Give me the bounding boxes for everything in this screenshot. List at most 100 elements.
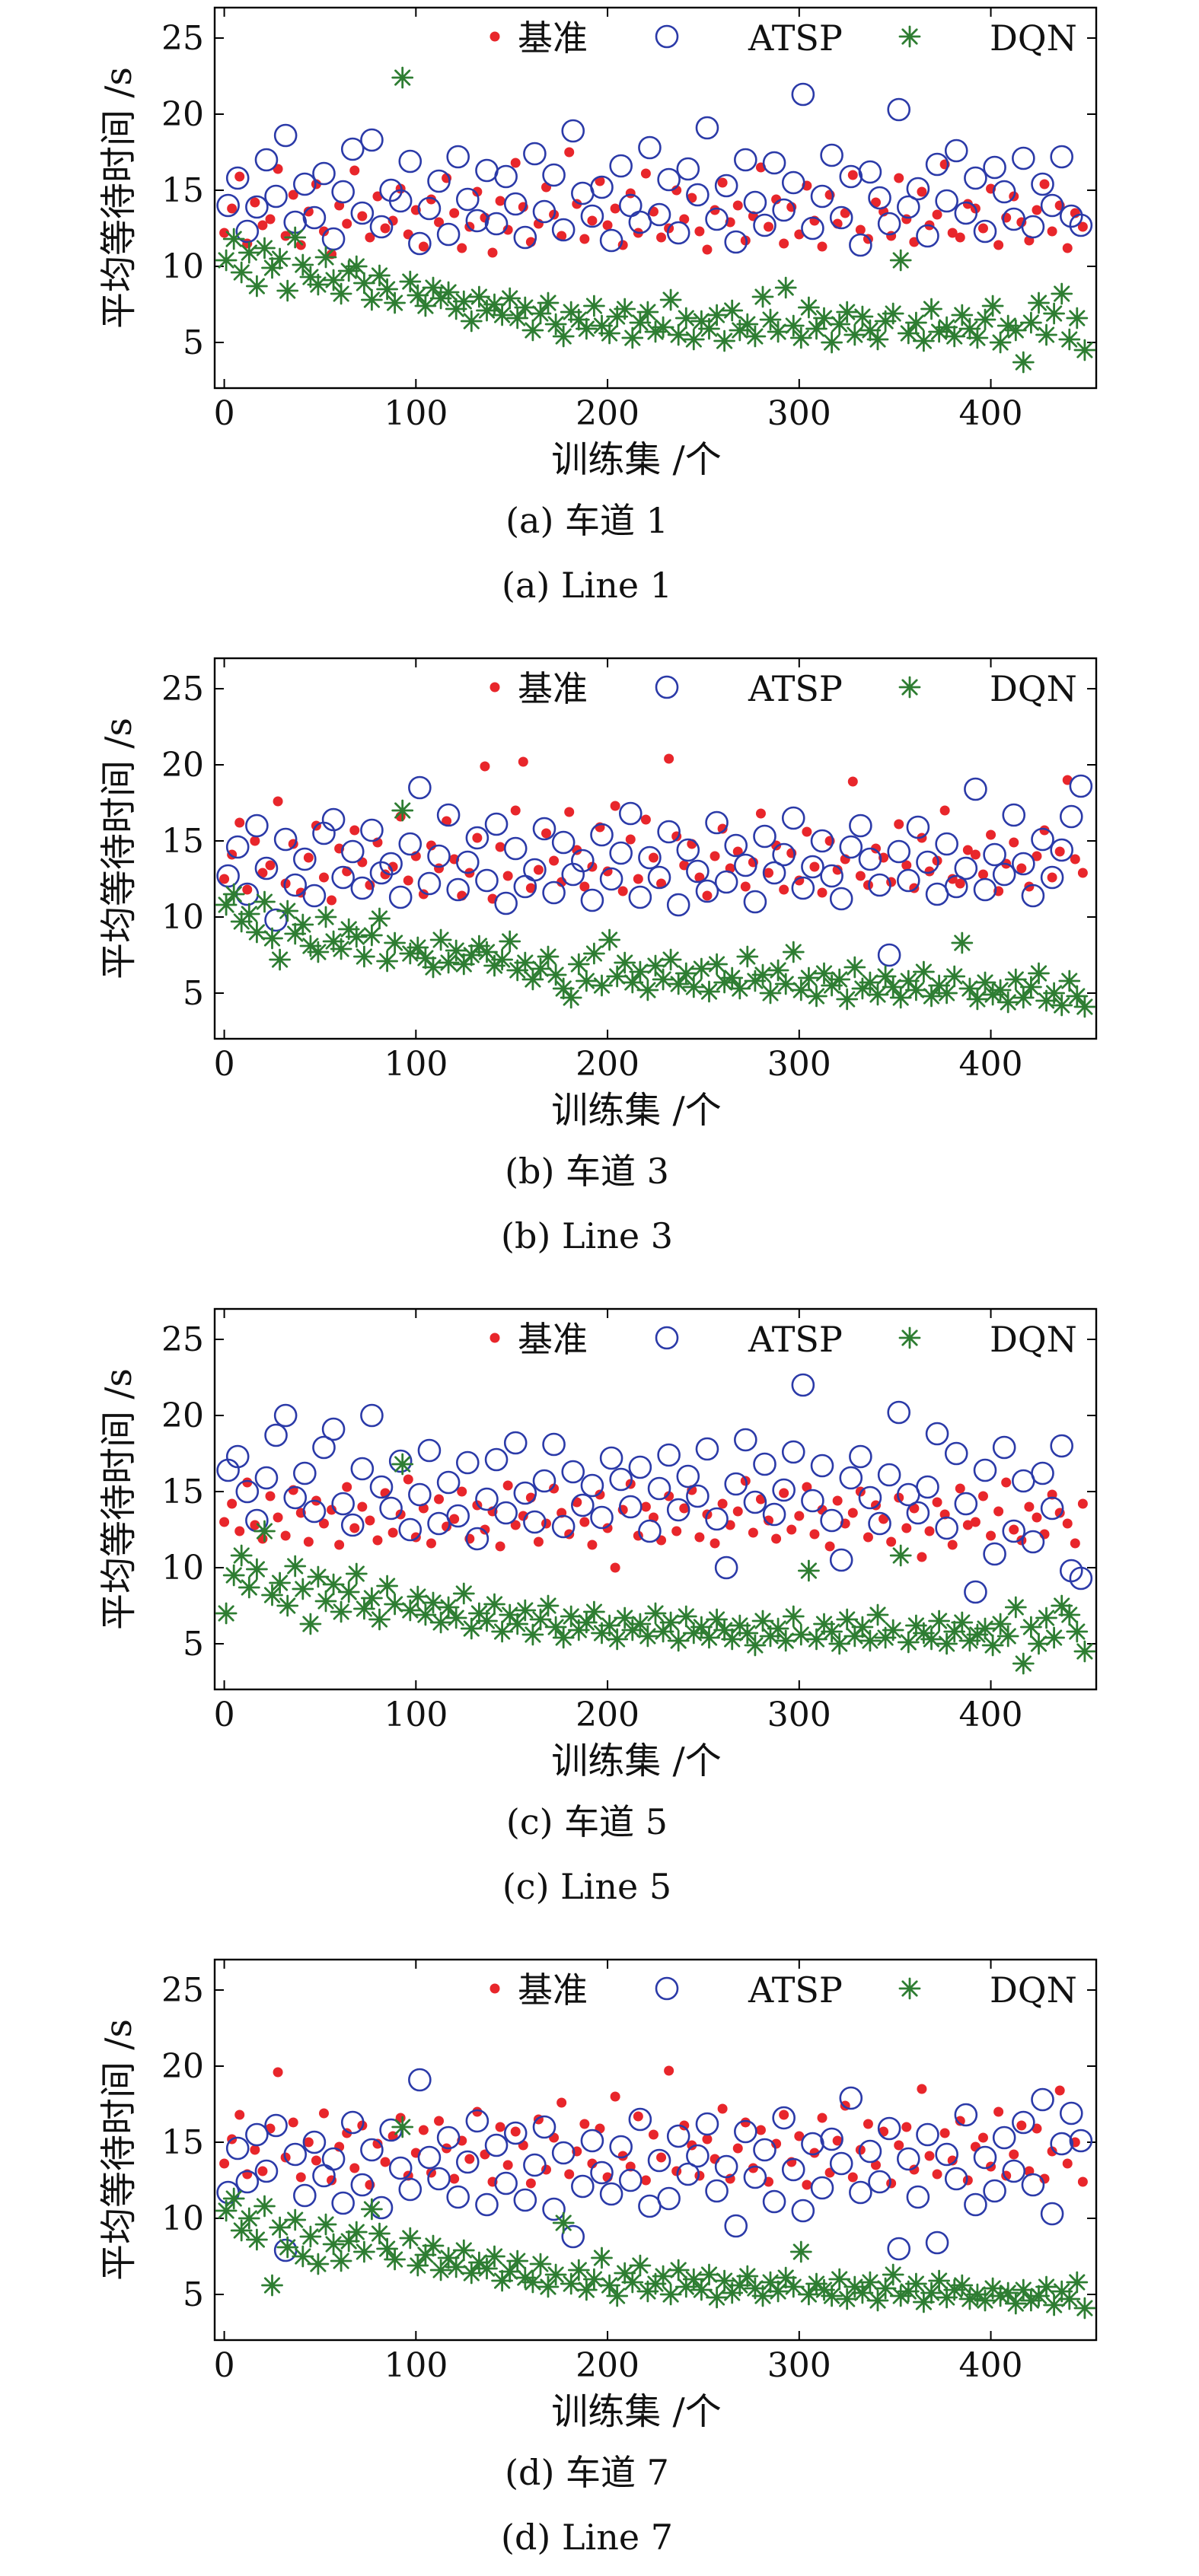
point-star — [261, 927, 283, 950]
series-dot — [219, 1474, 1088, 1573]
point-circle — [705, 1507, 729, 1531]
point-dot — [510, 1520, 521, 1530]
point-circle — [225, 166, 250, 190]
point-star — [882, 302, 904, 325]
point-dot — [847, 170, 858, 180]
point-star — [706, 1608, 728, 1631]
y-tick-label: 10 — [161, 1549, 204, 1587]
point-star — [598, 322, 620, 345]
point-circle — [350, 1457, 375, 1481]
point-circle — [734, 2119, 757, 2144]
point-star — [254, 890, 276, 913]
point-circle — [455, 2150, 480, 2174]
point-star — [353, 272, 375, 295]
point-circle — [762, 151, 786, 175]
point-dot — [871, 197, 881, 208]
point-circle — [829, 887, 853, 911]
point-star — [674, 962, 697, 985]
point-star — [621, 2271, 644, 2294]
point-star — [1066, 307, 1089, 330]
point-dot — [817, 241, 828, 252]
point-circle — [868, 873, 891, 897]
point-star — [698, 980, 720, 1003]
point-dot — [955, 2116, 965, 2126]
point-star — [552, 325, 575, 348]
point-circle — [820, 864, 843, 888]
point-dot — [349, 165, 360, 176]
point-dot — [879, 1514, 889, 1524]
point-star — [836, 988, 859, 1011]
point-star — [215, 2199, 238, 2222]
caption-en: (d) Line 7 — [501, 2517, 673, 2558]
point-circle — [1021, 884, 1045, 908]
point-star — [567, 953, 590, 976]
point-dot — [502, 1480, 513, 1491]
point-circle — [542, 2197, 566, 2221]
point-star — [269, 948, 291, 971]
point-circle — [676, 1464, 700, 1489]
point-star — [537, 945, 560, 968]
point-star — [897, 322, 920, 345]
point-dot — [710, 1538, 720, 1549]
point-circle — [686, 183, 710, 207]
point-dot — [993, 1506, 1004, 1517]
point-dot — [694, 872, 705, 883]
point-dot — [955, 1483, 965, 1494]
point-circle — [599, 867, 623, 891]
point-circle — [484, 1447, 509, 1472]
point-dot — [702, 244, 713, 255]
x-tick-label: 400 — [959, 1045, 1023, 1084]
point-star — [989, 979, 1012, 1001]
point-star — [269, 2216, 291, 2239]
x-tick-label: 0 — [214, 394, 235, 433]
point-dot — [318, 872, 329, 883]
series-dot — [219, 2065, 1088, 2190]
y-tick-label: 5 — [183, 974, 204, 1013]
point-star — [499, 930, 521, 953]
point-circle — [925, 1422, 949, 1446]
point-dot — [357, 857, 368, 868]
point-circle — [436, 803, 461, 827]
point-circle — [801, 2132, 824, 2156]
point-dot — [947, 2155, 958, 2166]
point-dot — [794, 1511, 805, 1521]
point-circle — [350, 2173, 375, 2197]
point-dot — [847, 2172, 858, 2183]
point-circle — [254, 2159, 279, 2183]
point-star — [460, 1617, 483, 1640]
point-circle — [561, 1460, 585, 1484]
point-star — [544, 313, 567, 336]
legend-marker-circle — [655, 675, 679, 699]
point-dot — [1062, 243, 1073, 253]
point-star — [552, 2211, 575, 2234]
point-dot — [472, 2106, 483, 2117]
point-circle — [551, 2141, 576, 2165]
legend-label: ATSP — [748, 668, 843, 709]
point-dot — [303, 2137, 314, 2148]
point-dot — [265, 1491, 276, 1501]
point-circle — [810, 2176, 834, 2200]
point-dot — [748, 1527, 758, 1538]
point-dot — [442, 816, 452, 826]
point-star — [621, 1619, 644, 1641]
point-circle — [1031, 827, 1054, 852]
point-circle — [647, 1476, 671, 1501]
point-star — [391, 1453, 414, 1476]
point-star — [813, 962, 835, 985]
point-star — [629, 2254, 652, 2277]
y-tick-label: 20 — [161, 2047, 204, 2086]
point-star — [537, 291, 560, 314]
point-circle — [992, 862, 1016, 887]
point-dot — [764, 868, 774, 878]
point-star — [614, 1606, 636, 1629]
point-circle — [475, 2192, 499, 2217]
point-circle — [551, 1514, 576, 1539]
point-dot — [357, 211, 368, 221]
point-dot — [1077, 868, 1088, 878]
point-star — [606, 2285, 629, 2307]
point-circle — [360, 1403, 384, 1428]
point-star — [1012, 2278, 1035, 2301]
point-star — [514, 296, 537, 319]
point-dot — [717, 1498, 728, 1509]
